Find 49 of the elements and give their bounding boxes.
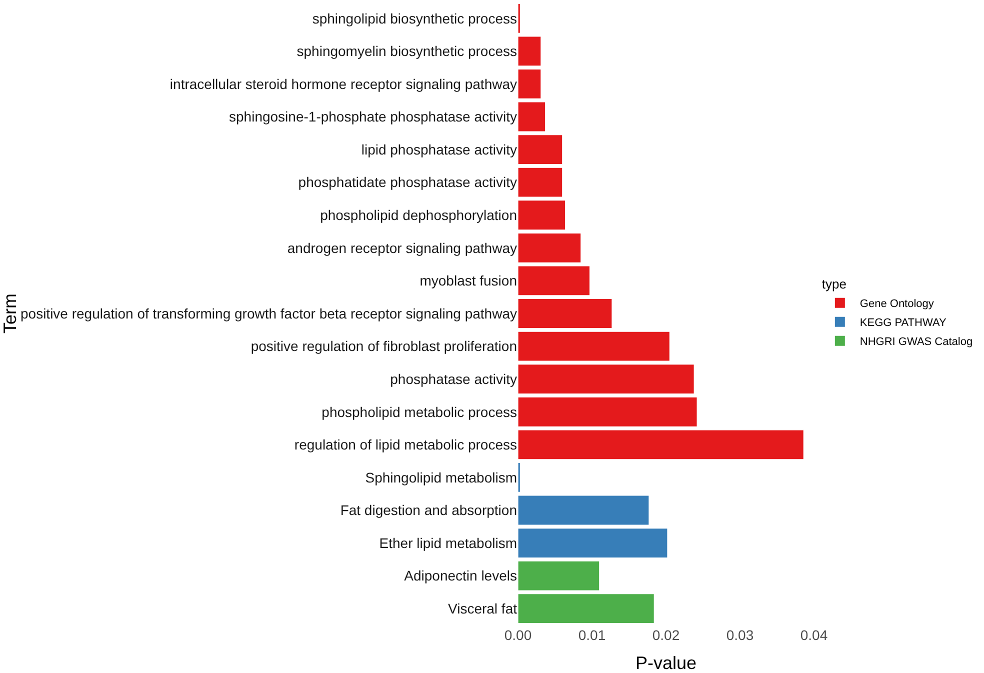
bar bbox=[518, 102, 546, 132]
bar bbox=[518, 331, 670, 362]
x-tick-label: 0.02 bbox=[652, 627, 680, 643]
bar bbox=[518, 364, 694, 394]
bar bbox=[518, 462, 521, 492]
x-tick-label: 0.04 bbox=[800, 627, 828, 643]
y-tick-label: phospholipid dephosphorylation bbox=[320, 207, 517, 224]
x-tick-label: 0.03 bbox=[726, 627, 754, 643]
bar bbox=[518, 36, 542, 66]
y-tick-label: regulation of lipid metabolic process bbox=[294, 436, 517, 453]
bar bbox=[518, 594, 654, 624]
y-tick-label: Adiponectin levels bbox=[404, 568, 517, 584]
y-tick-label: Sphingolipid metabolism bbox=[365, 469, 517, 486]
y-tick-label: sphingosine-1-phosphate phosphatase activity bbox=[229, 108, 517, 125]
x-tick-label: 0.00 bbox=[504, 627, 532, 643]
y-tick-label: positive regulation of fibroblast proliferation bbox=[250, 338, 517, 354]
y-tick-label: sphingolipid biosynthetic process bbox=[312, 10, 517, 26]
bar bbox=[518, 200, 566, 230]
y-tick-label: lipid phosphatase activity bbox=[361, 141, 517, 158]
bar bbox=[518, 430, 804, 460]
bar bbox=[518, 396, 698, 427]
bar bbox=[518, 298, 612, 329]
bar bbox=[518, 560, 600, 591]
legend-title: type bbox=[822, 276, 846, 292]
y-tick-label: Ether lipid metabolism bbox=[379, 534, 517, 551]
bar bbox=[518, 68, 542, 100]
y-tick-label: phosphatidate phosphatase activity bbox=[298, 174, 517, 190]
y-tick-label: myoblast fusion bbox=[420, 272, 517, 289]
bar bbox=[518, 495, 650, 526]
legend-label: Gene Ontology bbox=[860, 298, 934, 310]
bar bbox=[518, 134, 563, 165]
bar bbox=[518, 266, 590, 296]
bar bbox=[518, 167, 563, 198]
y-tick-label: Fat digestion and absorption bbox=[340, 502, 517, 518]
y-tick-label: positive regulation of transforming growth factor beta receptor signaling pathway bbox=[20, 305, 517, 322]
legend-label: KEGG PATHWAY bbox=[860, 317, 947, 330]
y-axis-title: Term bbox=[0, 294, 20, 334]
x-tick-label: 0.01 bbox=[578, 627, 606, 643]
y-tick-label: phosphatase activity bbox=[390, 370, 517, 387]
y-tick-label: Visceral fat bbox=[448, 600, 518, 617]
bar bbox=[518, 3, 521, 34]
bar bbox=[518, 232, 582, 263]
y-tick-label: sphingomyelin biosynthetic process bbox=[296, 43, 517, 60]
y-tick-label: intracellular steroid hormone receptor signaling pathway bbox=[170, 76, 517, 92]
x-axis-title: P-value bbox=[635, 653, 697, 673]
y-tick-label: androgen receptor signaling pathway bbox=[287, 240, 517, 256]
bar bbox=[518, 528, 668, 558]
y-tick-label: phospholipid metabolic process bbox=[322, 404, 517, 420]
legend-label: NHGRI GWAS Catalog bbox=[860, 336, 973, 348]
